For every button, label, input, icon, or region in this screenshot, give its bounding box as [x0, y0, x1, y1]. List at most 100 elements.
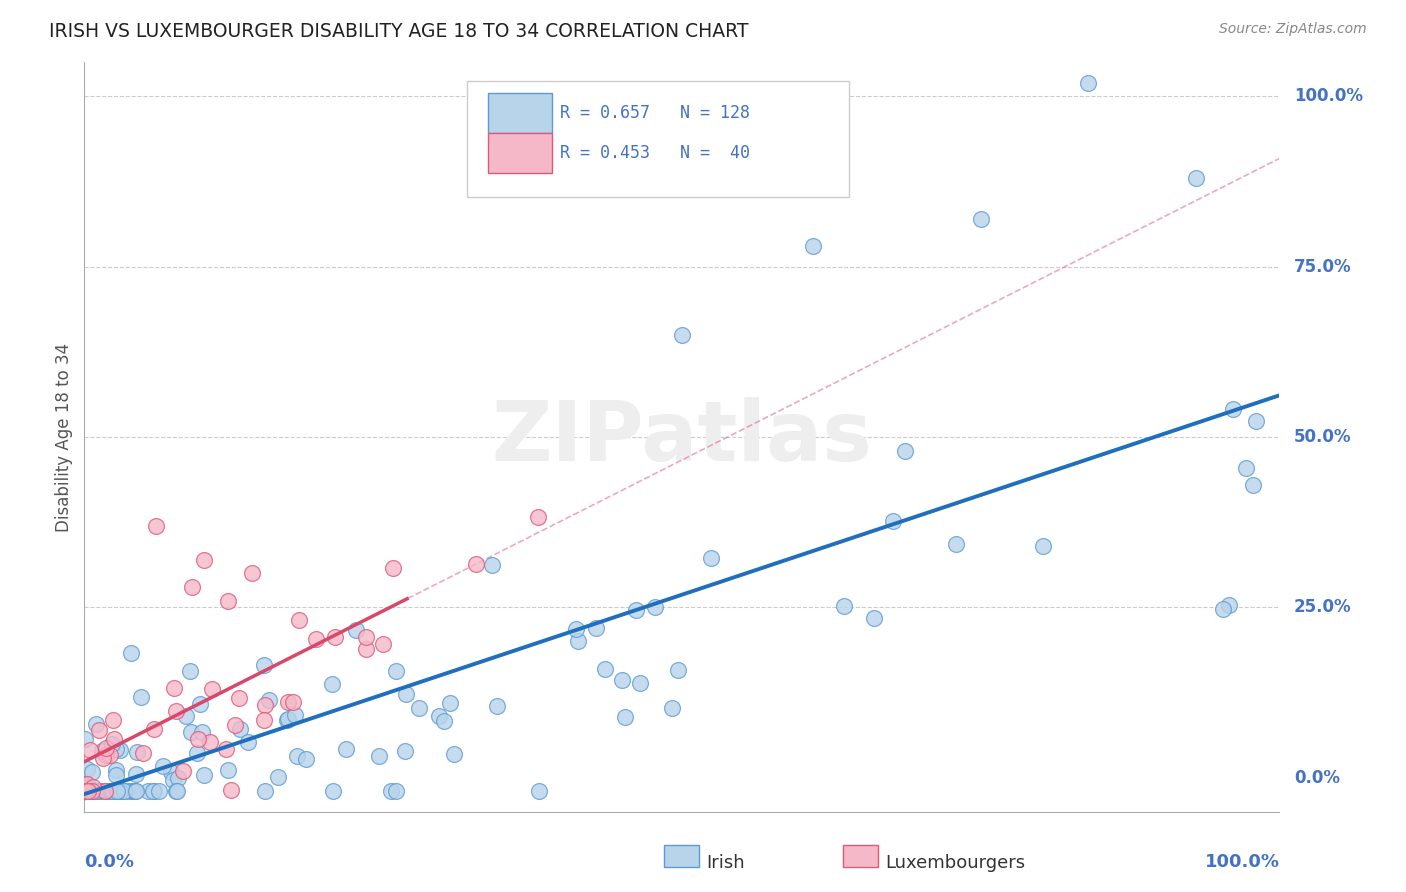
- Point: [125, 745, 148, 759]
- Point: [120, 646, 142, 660]
- Point: [104, 742, 127, 756]
- Point: [86, 784, 108, 798]
- Point: [595, 662, 617, 676]
- Point: [124, 784, 146, 798]
- Point: [408, 700, 430, 714]
- Point: [486, 698, 509, 713]
- Point: [236, 734, 259, 748]
- Text: Irish: Irish: [706, 855, 744, 872]
- Point: [73, 784, 96, 798]
- Point: [79, 742, 101, 756]
- Point: [832, 599, 855, 614]
- Point: [166, 784, 188, 798]
- Point: [145, 518, 167, 533]
- Point: [277, 695, 299, 709]
- Point: [80, 784, 103, 798]
- Point: [443, 747, 465, 761]
- FancyBboxPatch shape: [844, 846, 877, 867]
- Point: [219, 783, 242, 797]
- Text: R = 0.657   N = 128: R = 0.657 N = 128: [560, 103, 749, 121]
- Point: [79, 784, 101, 798]
- Point: [294, 752, 316, 766]
- Point: [700, 550, 723, 565]
- Point: [354, 630, 377, 644]
- Point: [73, 780, 96, 795]
- Point: [142, 784, 165, 798]
- Point: [143, 723, 166, 737]
- Point: [862, 611, 884, 625]
- Point: [380, 784, 402, 798]
- Point: [612, 673, 634, 688]
- FancyBboxPatch shape: [488, 133, 551, 172]
- Point: [108, 784, 131, 798]
- Point: [529, 784, 551, 798]
- Text: 0.0%: 0.0%: [84, 853, 135, 871]
- Point: [354, 641, 377, 656]
- Point: [229, 722, 252, 736]
- Point: [93, 751, 115, 765]
- Point: [108, 784, 131, 798]
- Point: [174, 709, 197, 723]
- Point: [626, 602, 648, 616]
- FancyBboxPatch shape: [664, 846, 699, 867]
- Point: [121, 784, 143, 798]
- Point: [671, 327, 693, 342]
- Text: Luxembourgers: Luxembourgers: [886, 855, 1025, 872]
- Point: [567, 633, 589, 648]
- Point: [73, 784, 96, 798]
- Y-axis label: Disability Age 18 to 34: Disability Age 18 to 34: [55, 343, 73, 532]
- Point: [75, 784, 97, 798]
- Point: [1222, 401, 1244, 416]
- Point: [82, 780, 104, 794]
- Point: [323, 630, 346, 644]
- Point: [86, 717, 108, 731]
- Point: [75, 784, 97, 798]
- Text: ZIPatlas: ZIPatlas: [492, 397, 872, 477]
- Point: [305, 632, 328, 646]
- Point: [217, 763, 239, 777]
- Point: [87, 723, 110, 737]
- Point: [75, 784, 97, 798]
- Point: [125, 784, 148, 798]
- Point: [84, 784, 107, 798]
- Point: [104, 763, 127, 777]
- Point: [321, 677, 343, 691]
- Point: [105, 784, 128, 798]
- Point: [628, 676, 651, 690]
- Point: [614, 710, 637, 724]
- Point: [1218, 598, 1240, 612]
- Text: IRISH VS LUXEMBOURGER DISABILITY AGE 18 TO 34 CORRELATION CHART: IRISH VS LUXEMBOURGER DISABILITY AGE 18 …: [49, 22, 749, 41]
- Point: [322, 784, 344, 798]
- Point: [644, 599, 666, 614]
- Point: [108, 743, 131, 757]
- Text: 75.0%: 75.0%: [1294, 258, 1351, 276]
- Point: [1032, 539, 1054, 553]
- Point: [344, 623, 367, 637]
- Point: [201, 681, 224, 696]
- Point: [193, 768, 215, 782]
- Point: [1212, 601, 1234, 615]
- Point: [82, 764, 104, 779]
- Point: [87, 784, 110, 798]
- Point: [83, 784, 105, 798]
- Point: [101, 713, 124, 727]
- Point: [112, 784, 135, 798]
- FancyBboxPatch shape: [467, 81, 849, 197]
- Point: [527, 510, 550, 524]
- Point: [276, 713, 298, 727]
- Point: [481, 558, 503, 573]
- Point: [80, 784, 103, 798]
- Point: [894, 443, 917, 458]
- Point: [94, 784, 117, 798]
- Point: [882, 514, 904, 528]
- Point: [464, 557, 486, 571]
- Point: [373, 637, 395, 651]
- Point: [970, 212, 993, 227]
- Point: [167, 772, 190, 786]
- Point: [162, 772, 184, 787]
- Point: [82, 784, 104, 798]
- Point: [82, 784, 104, 798]
- Point: [75, 784, 97, 798]
- Text: 100.0%: 100.0%: [1205, 853, 1279, 871]
- Point: [142, 784, 165, 798]
